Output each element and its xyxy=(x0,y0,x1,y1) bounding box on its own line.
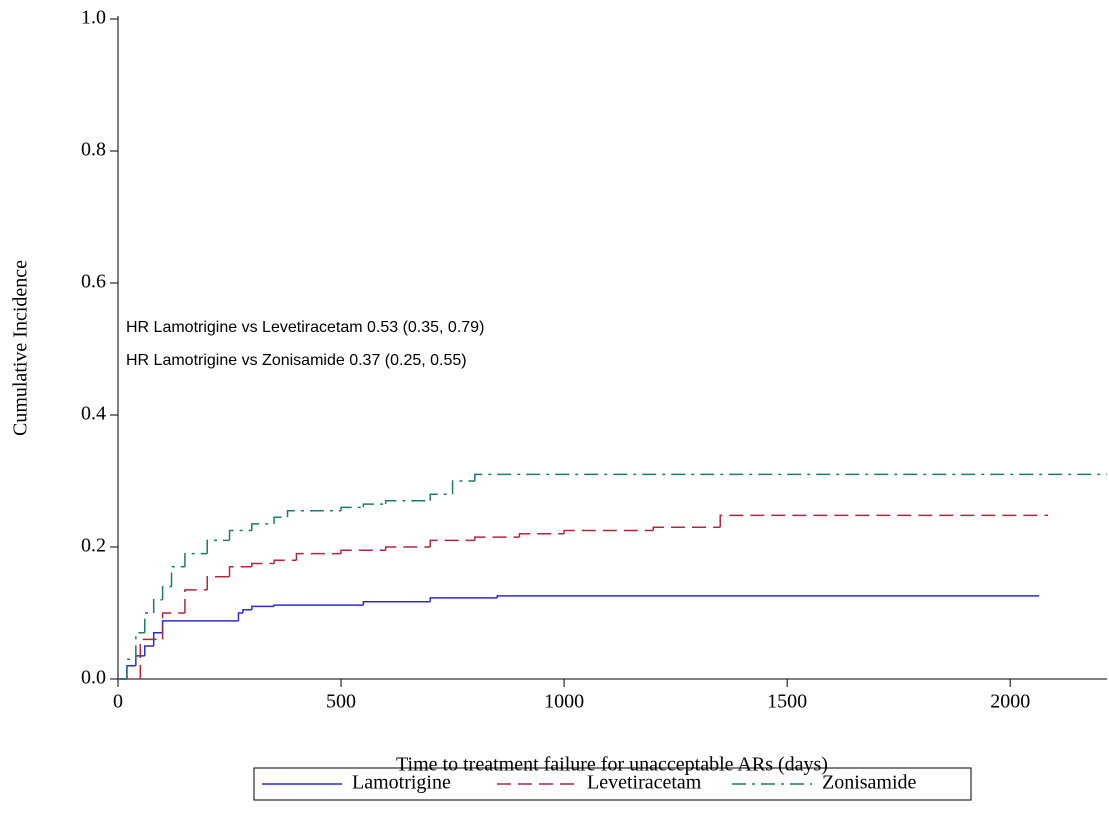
step-segment xyxy=(161,585,172,600)
step-segment xyxy=(144,612,154,633)
step-segment xyxy=(429,493,453,501)
step-segment xyxy=(135,632,145,660)
step-segment xyxy=(184,589,208,613)
legend-box xyxy=(253,767,972,801)
y-axis-label: Cumulative Incidence xyxy=(10,260,32,436)
step-segment xyxy=(384,546,431,551)
step-segment xyxy=(139,638,163,679)
step-segment xyxy=(228,566,252,577)
step-segment xyxy=(474,473,1107,481)
step-segment xyxy=(652,526,721,531)
y-tick-label: 1.0 xyxy=(81,7,106,29)
step-segment xyxy=(451,480,475,495)
step-segment xyxy=(295,552,342,561)
legend-label: Levetiracetam xyxy=(587,772,702,794)
step-segment xyxy=(152,632,163,646)
step-segment xyxy=(206,575,230,590)
step-segment xyxy=(496,595,1040,598)
y-tick-label: 0.0 xyxy=(81,667,106,689)
step-segment xyxy=(126,665,136,679)
step-segment xyxy=(144,645,154,656)
step-segment xyxy=(251,523,275,531)
step-segment xyxy=(228,529,252,541)
y-tick-label: 0.6 xyxy=(81,271,106,293)
step-segment xyxy=(161,620,239,633)
step-segment xyxy=(362,601,431,606)
annotation: HR Lamotrigine vs Zonisamide 0.37 (0.25,… xyxy=(126,352,467,369)
legend-label: Zonisamide xyxy=(822,772,917,794)
step-segment xyxy=(251,562,275,567)
step-segment xyxy=(273,559,297,564)
y-tick-label: 0.4 xyxy=(81,403,106,425)
step-segment xyxy=(242,608,252,613)
step-segment xyxy=(518,533,565,538)
step-segment xyxy=(170,566,185,587)
x-tick-label: 0 xyxy=(113,691,123,713)
step-segment xyxy=(206,539,230,554)
x-tick-label: 500 xyxy=(326,691,356,713)
legend-label: Lamotrigine xyxy=(352,772,451,794)
x-tick-label: 1000 xyxy=(544,691,584,713)
step-segment xyxy=(273,516,288,524)
step-segment xyxy=(719,514,1049,528)
step-segment xyxy=(237,612,243,621)
step-segment xyxy=(340,549,386,554)
step-segment xyxy=(563,529,654,534)
step-segment xyxy=(251,605,275,610)
step-segment xyxy=(362,503,386,508)
x-tick-label: 2000 xyxy=(990,691,1030,713)
y-tick-label: 0.8 xyxy=(81,139,106,161)
step-segment xyxy=(340,506,364,511)
step-segment xyxy=(161,612,185,640)
step-segment xyxy=(474,536,520,541)
x-tick-label: 1500 xyxy=(767,691,807,713)
y-tick-label: 0.2 xyxy=(81,535,106,557)
step-segment xyxy=(384,500,431,505)
step-segment xyxy=(126,658,136,679)
annotation: HR Lamotrigine vs Levetiracetam 0.53 (0.… xyxy=(126,319,484,336)
step-segment xyxy=(429,597,498,602)
step-segment xyxy=(286,509,342,518)
step-segment xyxy=(429,539,475,547)
step-segment xyxy=(184,552,208,567)
step-segment xyxy=(273,604,364,607)
x-axis-label: Time to treatment failure for unacceptab… xyxy=(396,754,828,776)
step-segment xyxy=(152,599,163,613)
